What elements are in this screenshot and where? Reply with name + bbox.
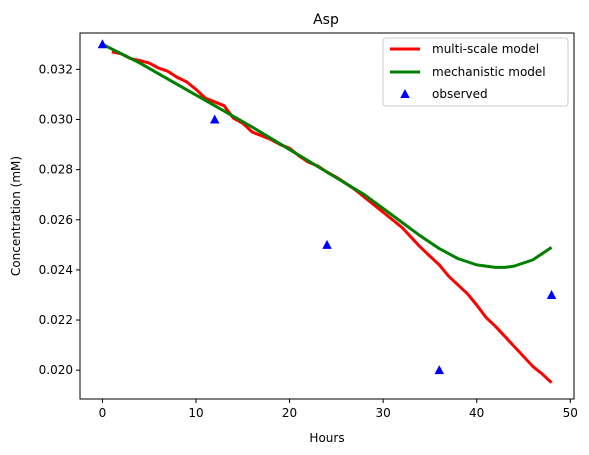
x-tick-label: 10 (188, 406, 203, 420)
x-axis-label: Hours (309, 431, 344, 445)
plot-area (97, 39, 557, 384)
y-tick-label: 0.022 (39, 313, 73, 327)
legend: multi-scale model mechanistic model observ… (382, 37, 569, 107)
x-tick-label: 0 (99, 406, 107, 420)
x-tick-label: 50 (563, 406, 578, 420)
y-tick-label: 0.032 (39, 62, 73, 76)
observed-point (434, 365, 445, 375)
y-tick-label: 0.024 (39, 263, 73, 277)
legend-box (382, 37, 569, 107)
x-axis: 0 10 20 30 40 50 (99, 399, 578, 420)
y-axis-label: Concentration (mM) (9, 156, 23, 276)
x-tick-label: 30 (375, 406, 390, 420)
x-tick-label: 40 (469, 406, 484, 420)
legend-entry-label: mechanistic model (432, 65, 546, 79)
series-line-1 (101, 42, 553, 269)
y-tick-label: 0.030 (39, 112, 73, 126)
x-tick-label: 20 (282, 406, 297, 420)
y-tick-label: 0.028 (39, 163, 73, 177)
legend-entry-label: multi-scale model (432, 42, 539, 56)
legend-swatch-marker (400, 89, 410, 98)
y-tick-label: 0.020 (39, 363, 73, 377)
observed-point (546, 289, 557, 299)
observed-point (97, 39, 108, 49)
y-axis: 0.020 0.022 0.024 0.026 0.028 0.030 0.032 (39, 62, 80, 377)
observed-point (322, 239, 332, 249)
y-tick-label: 0.026 (39, 213, 73, 227)
legend-entry-label: observed (432, 87, 488, 101)
observed-point (209, 114, 220, 124)
plot-frame (79, 32, 575, 400)
chart-title: Asp (313, 12, 339, 28)
